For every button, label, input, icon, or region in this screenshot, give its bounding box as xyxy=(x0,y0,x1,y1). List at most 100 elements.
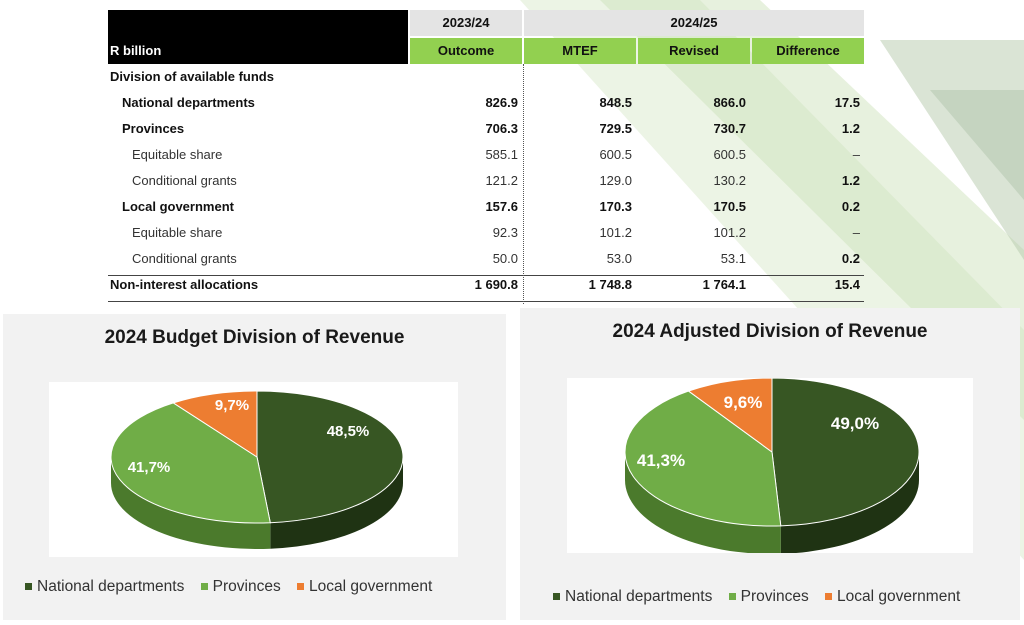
pie-side-national-departments xyxy=(270,457,403,549)
table-row: Non-interest allocations 1 690.8 1 748.8 1 … xyxy=(108,272,864,298)
cell-revised: 170.5 xyxy=(713,199,746,214)
pie-slice-national-departments xyxy=(771,377,920,527)
section-row: Division of available funds xyxy=(108,64,864,90)
cell-revised: 1 764.1 xyxy=(702,277,746,292)
cell-outcome: 1 690.8 xyxy=(474,277,518,292)
table-row: Equitable share 585.1 600.5 600.5 – xyxy=(108,142,864,168)
pie-slice-local-government xyxy=(687,377,773,453)
row-label: Provinces xyxy=(122,121,185,136)
budget-pie-plot-area: 48,5% 41,7% 9,7% xyxy=(49,382,458,557)
column-header-difference: Difference xyxy=(752,38,864,64)
budget-pie-chart: 48,5% 41,7% 9,7% xyxy=(110,390,404,549)
legend-swatch-local xyxy=(297,583,305,591)
legend-swatch-national xyxy=(553,593,560,601)
legend-label-provinces: Provinces xyxy=(212,578,281,595)
cell-outcome: 157.6 xyxy=(485,199,518,214)
pie-data-label: 9,6% xyxy=(724,393,763,412)
row-label: Equitable share xyxy=(132,147,223,162)
legend-swatch-provinces xyxy=(728,593,736,601)
pie-slice-provinces xyxy=(624,390,782,527)
cell-mtef: 1 748.8 xyxy=(588,277,632,292)
legend-swatch-national xyxy=(25,583,32,591)
row-label: Equitable share xyxy=(132,225,223,240)
legend-item-national: National departments xyxy=(25,578,184,595)
cell-outcome: 92.3 xyxy=(492,225,518,240)
pie-slice-national-departments xyxy=(256,390,404,524)
cell-outcome: 706.3 xyxy=(485,121,518,136)
pie-slice-local-government xyxy=(172,390,258,458)
row-label: Conditional grants xyxy=(132,251,237,266)
legend-label-national: National departments xyxy=(37,578,185,595)
column-header-revised: Revised xyxy=(638,38,750,64)
total-top-rule xyxy=(108,275,864,276)
table-row: Conditional grants 121.2 129.0 130.2 1.2 xyxy=(108,168,864,194)
cell-revised: 866.0 xyxy=(713,95,746,110)
table-row: Local government 157.6 170.3 170.5 0.2 xyxy=(108,194,864,220)
cell-mtef: 129.0 xyxy=(599,173,632,188)
pie-data-label: 41,7% xyxy=(128,459,171,476)
legend-label-national: National departments xyxy=(565,588,713,605)
cell-difference: 1.2 xyxy=(841,121,860,136)
column-header-outcome: Outcome xyxy=(410,38,522,64)
legend-swatch-local xyxy=(825,593,833,601)
cell-revised: 130.2 xyxy=(713,173,746,188)
budget-pie-legend: National departments Provinces Local gov… xyxy=(25,578,444,596)
adjusted-pie-legend: National departments Provinces Local gov… xyxy=(553,588,972,606)
cell-revised: 101.2 xyxy=(713,225,746,240)
column-separator xyxy=(523,64,524,304)
header-corner xyxy=(108,10,408,64)
table-header-row-2: R billion Outcome MTEF Revised Differenc… xyxy=(108,38,864,64)
budget-pie-panel: 2024 Budget Division of Revenue 48,5% 41,… xyxy=(3,314,506,620)
pie-side-national-departments xyxy=(780,452,919,554)
total-bottom-rule xyxy=(108,301,864,302)
cell-revised: 600.5 xyxy=(713,147,746,162)
pie-slice-provinces xyxy=(110,402,271,524)
cell-mtef: 170.3 xyxy=(599,199,632,214)
cell-difference: – xyxy=(852,147,860,162)
row-label: National departments xyxy=(122,95,255,110)
legend-label-local: Local government xyxy=(309,578,433,595)
pie-data-label: 41,3% xyxy=(637,451,685,470)
cell-mtef: 600.5 xyxy=(599,147,632,162)
legend-swatch-provinces xyxy=(200,583,208,591)
cell-mtef: 101.2 xyxy=(599,225,632,240)
legend-label-provinces: Provinces xyxy=(740,588,809,605)
table-row: Equitable share 92.3 101.2 101.2 – xyxy=(108,220,864,246)
cell-outcome: 585.1 xyxy=(485,147,518,162)
unit-label: R billion xyxy=(110,43,162,58)
legend-item-local: Local government xyxy=(297,578,432,595)
cell-difference: 15.4 xyxy=(834,277,860,292)
pie-data-label: 49,0% xyxy=(831,414,879,433)
cell-mtef: 848.5 xyxy=(599,95,632,110)
pie-side-provinces xyxy=(110,457,271,549)
row-label: Local government xyxy=(122,199,234,214)
adjusted-pie-chart: 49,0% 41,3% 9,6% xyxy=(624,377,920,554)
cell-difference: – xyxy=(852,225,860,240)
cell-revised: 53.1 xyxy=(720,251,746,266)
adjusted-pie-title: 2024 Adjusted Division of Revenue xyxy=(612,321,928,342)
pie-data-label: 48,5% xyxy=(327,423,370,440)
cell-outcome: 50.0 xyxy=(492,251,518,266)
cell-difference: 1.2 xyxy=(841,173,860,188)
table-header-row-1: 2023/24 2024/25 xyxy=(108,10,864,64)
legend-item-provinces: Provinces xyxy=(728,588,809,605)
legend-item-national: National departments xyxy=(553,588,712,605)
cell-mtef: 53.0 xyxy=(606,251,632,266)
cell-revised: 730.7 xyxy=(713,121,746,136)
section-label: Division of available funds xyxy=(110,69,274,84)
pie-side-provinces xyxy=(625,452,781,554)
legend-item-local: Local government xyxy=(825,588,960,605)
cell-difference: 0.2 xyxy=(841,199,860,214)
table-row: National departments 826.9 848.5 866.0 17.5 xyxy=(108,90,864,116)
pie-data-label: 9,7% xyxy=(215,397,249,414)
adjusted-pie-plot-area: 49,0% 41,3% 9,6% xyxy=(567,377,973,554)
cell-difference: 0.2 xyxy=(841,251,860,266)
cell-outcome: 826.9 xyxy=(485,95,518,110)
period-header-2024: 2024/25 xyxy=(524,10,864,36)
column-header-mtef: MTEF xyxy=(524,38,636,64)
cell-difference: 17.5 xyxy=(834,95,860,110)
legend-label-local: Local government xyxy=(837,588,961,605)
adjusted-pie-panel: 2024 Adjusted Division of Revenue 49,0% 4… xyxy=(520,308,1020,620)
period-header-2023: 2023/24 xyxy=(410,10,522,36)
cell-mtef: 729.5 xyxy=(599,121,632,136)
